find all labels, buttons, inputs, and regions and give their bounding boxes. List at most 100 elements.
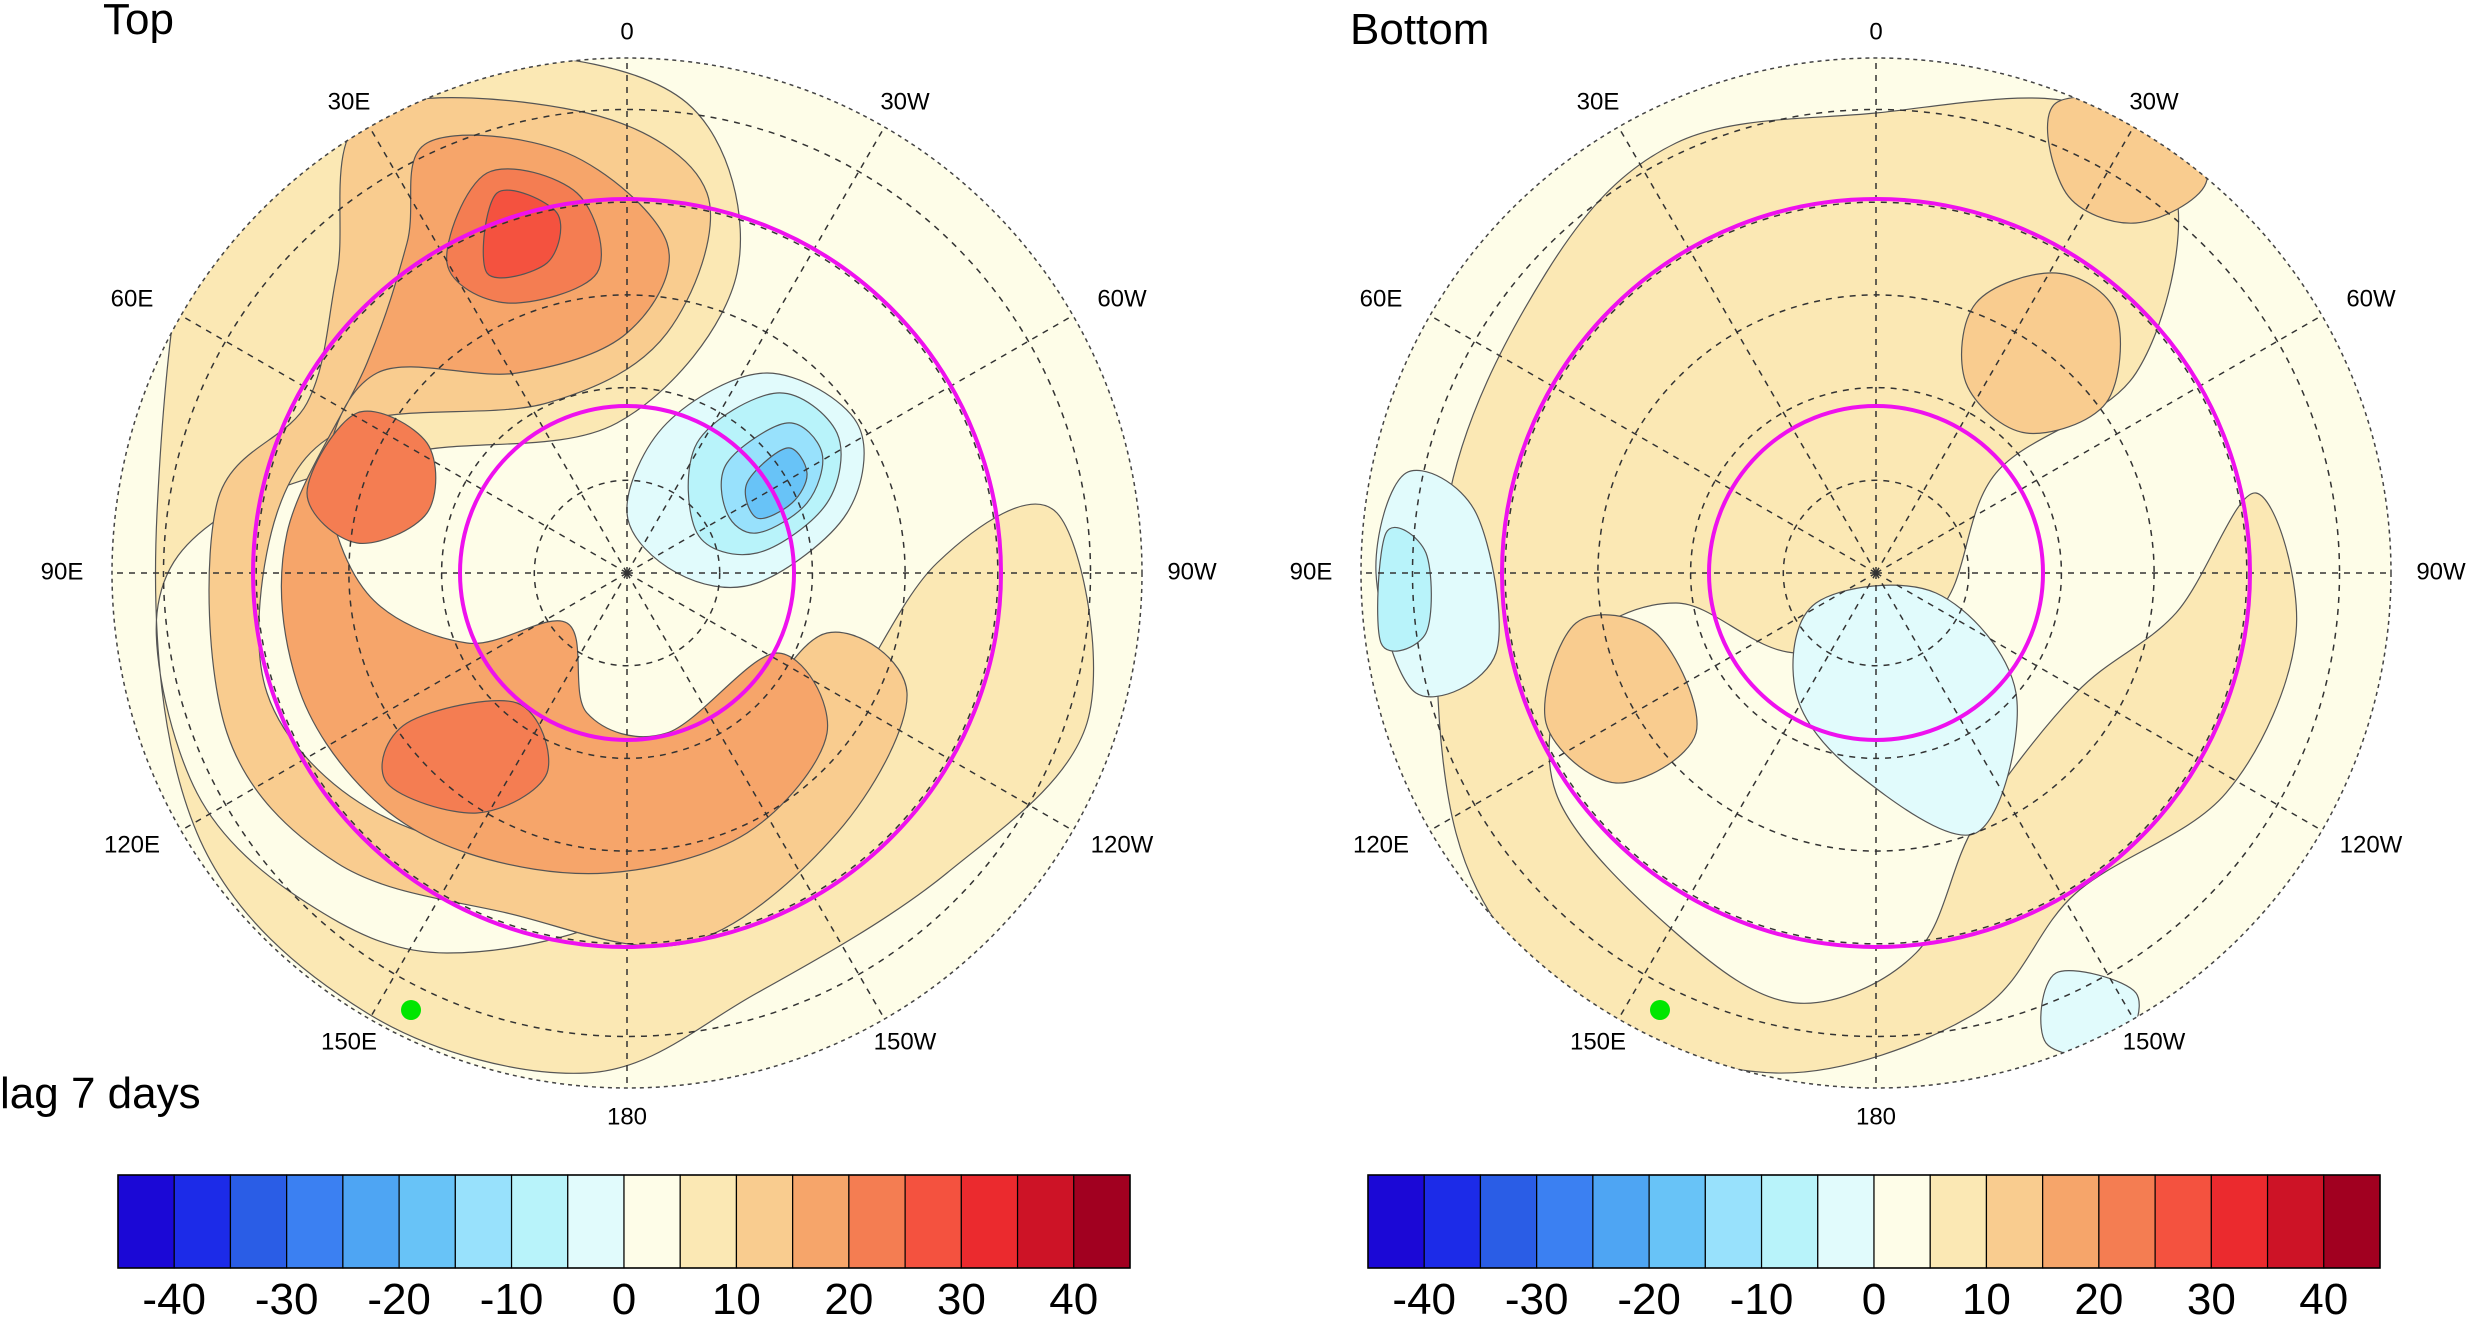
polar-map-top: 0 30W 60W 90W 120W 150W 180 150E 120E 90E 60E 30E -4… — [41, 18, 1217, 1324]
colorbar-swatch — [1592, 1174, 1650, 1269]
polar-map-bottom: 0 30W 60W 90W 120W 150W 180 150E 120E 90E 60E 30E -4… — [1290, 18, 2466, 1324]
outer-magenta-circle — [1500, 197, 2252, 949]
colorbar-swatch — [2323, 1174, 2381, 1269]
colorbar-swatch — [567, 1174, 625, 1269]
colorbar-tick-label: -40 — [142, 1275, 206, 1324]
longitude-label: 60W — [2346, 285, 2396, 312]
colorbar-swatch — [117, 1174, 175, 1269]
colorbar-swatch — [2210, 1174, 2269, 1269]
contour-region — [744, 447, 808, 520]
colorbar-tick-label: 20 — [824, 1275, 873, 1324]
colorbar-swatch — [960, 1174, 1019, 1269]
colorbar-swatch — [1760, 1174, 1819, 1269]
colorbar-tick-label: 30 — [2187, 1275, 2236, 1324]
longitude-label: 150E — [321, 1028, 377, 1055]
colorbar-swatch — [792, 1174, 850, 1269]
longitude-label: 90W — [2416, 558, 2466, 585]
colorbar-swatch — [1873, 1174, 1931, 1269]
colorbar: -40 -30 -20 -10 0 10 20 30 40 — [1367, 1174, 2381, 1324]
colorbar-swatch — [735, 1174, 794, 1269]
colorbar-tick-label: 0 — [1862, 1275, 1886, 1324]
inner-magenta-circle — [458, 404, 796, 742]
graticule — [1361, 58, 2391, 1088]
colorbar-swatch — [2098, 1174, 2156, 1269]
colorbar-swatch — [1073, 1174, 1131, 1269]
longitude-label: 0 — [1869, 18, 1882, 45]
location-marker — [1650, 1000, 1670, 1020]
longitude-label: 30W — [2129, 88, 2179, 115]
longitude-label: 90E — [41, 558, 84, 585]
longitude-label: 150W — [874, 1028, 937, 1055]
longitude-label: 150W — [2123, 1028, 2186, 1055]
colorbar-swatch — [2042, 1174, 2100, 1269]
inner-magenta-circle — [1707, 404, 2045, 742]
colorbar-swatch — [1704, 1174, 1763, 1269]
longitude-label: 120W — [2340, 831, 2403, 858]
panel-title-bottom: Bottom — [1350, 5, 1490, 54]
colorbar-tick-label: -20 — [1617, 1275, 1681, 1324]
colorbar-tick-label: 10 — [1962, 1275, 2011, 1324]
lag-caption: lag 7 days — [0, 1069, 201, 1118]
longitude-label: 120W — [1091, 831, 1154, 858]
colorbar-swatch — [679, 1174, 738, 1269]
colorbar-tick-label: 0 — [612, 1275, 636, 1324]
anomaly-field — [1361, 58, 2391, 1088]
colorbar-tick-label: -10 — [1730, 1275, 1794, 1324]
colorbar-swatch — [2266, 1174, 2325, 1269]
longitude-label: 60W — [1097, 285, 1147, 312]
colorbar-swatch — [623, 1174, 681, 1269]
colorbar-tick-label: 40 — [1049, 1275, 1098, 1324]
contour-region — [1377, 526, 1432, 652]
longitude-label: 180 — [1856, 1103, 1896, 1130]
colorbar-tick-label: 40 — [2299, 1275, 2348, 1324]
colorbar-tick-label: 20 — [2074, 1275, 2123, 1324]
colorbar-swatch — [1536, 1174, 1594, 1269]
colorbar-swatch — [1479, 1174, 1538, 1269]
colorbar-swatch — [1367, 1174, 1425, 1269]
longitude-label: 90E — [1290, 558, 1333, 585]
longitude-label: 150E — [1570, 1028, 1626, 1055]
colorbar-swatch — [173, 1174, 232, 1269]
colorbar-swatch — [510, 1174, 569, 1269]
colorbar-swatch — [342, 1174, 400, 1269]
contour-region — [1544, 614, 1698, 784]
graticule — [112, 58, 1142, 1088]
colorbar-swatch — [1929, 1174, 1988, 1269]
colorbar-swatch — [286, 1174, 344, 1269]
contour-region — [280, 134, 829, 875]
colorbar-tick-label: -10 — [480, 1275, 544, 1324]
colorbar-tick-label: 30 — [937, 1275, 986, 1324]
colorbar-tick-label: -40 — [1392, 1275, 1456, 1324]
colorbar-swatch — [398, 1174, 456, 1269]
colorbar-swatch — [454, 1174, 513, 1269]
location-marker — [401, 1000, 421, 1020]
longitude-label: 0 — [620, 18, 633, 45]
panel-title-top: Top — [103, 0, 174, 44]
longitude-label: 180 — [607, 1103, 647, 1130]
colorbar-swatch — [1016, 1174, 1075, 1269]
longitude-label: 120E — [1353, 831, 1409, 858]
longitude-label: 120E — [104, 831, 160, 858]
colorbar-swatch — [1423, 1174, 1482, 1269]
colorbar-tick-label: -30 — [255, 1275, 319, 1324]
colorbar-tick-label: 10 — [712, 1275, 761, 1324]
colorbar-tick-label: -30 — [1505, 1275, 1569, 1324]
contour-region — [381, 700, 550, 814]
longitude-label: 90W — [1167, 558, 1217, 585]
colorbar-swatch — [904, 1174, 962, 1269]
map-border — [1360, 57, 2392, 1089]
colorbar-swatch — [229, 1174, 288, 1269]
contour-region — [1792, 584, 2018, 836]
colorbar-swatch — [2154, 1174, 2212, 1269]
longitude-label: 60E — [1360, 285, 1403, 312]
colorbar-swatch — [1648, 1174, 1706, 1269]
colorbar: -40 -30 -20 -10 0 10 20 30 40 — [117, 1174, 1131, 1324]
longitude-label: 60E — [111, 285, 154, 312]
longitude-label: 30E — [328, 88, 371, 115]
map-border — [111, 57, 1143, 1089]
colorbar-tick-label: -20 — [367, 1275, 431, 1324]
colorbar-swatch — [1817, 1174, 1875, 1269]
outer-magenta-circle — [251, 197, 1003, 949]
